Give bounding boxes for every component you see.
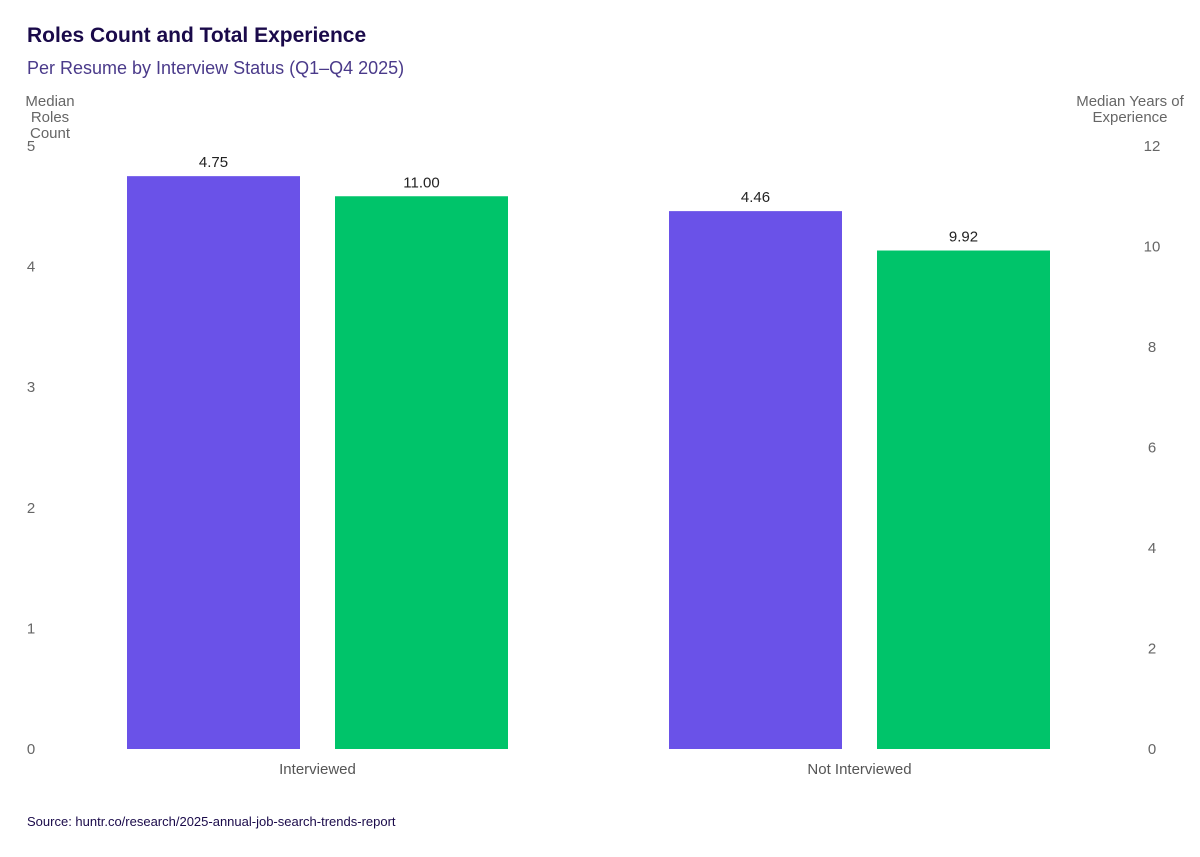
right-axis-tick-label: 8 <box>1148 339 1156 356</box>
bar-years-experience <box>335 196 508 749</box>
right-axis-tick-label: 4 <box>1148 540 1156 557</box>
left-axis-tick-label: 3 <box>27 379 35 396</box>
right-axis-title-line1: Median Years of <box>1076 93 1184 110</box>
left-axis-tick-label: 0 <box>27 741 35 758</box>
left-axis-tick-label: 1 <box>27 620 35 637</box>
right-axis-tick-label: 10 <box>1144 239 1161 256</box>
left-axis-title-line1: Median <box>25 93 75 110</box>
chart-subtitle: Per Resume by Interview Status (Q1–Q4 20… <box>27 58 405 78</box>
bar-value-label: 9.92 <box>949 229 978 246</box>
left-axis-tick-label: 5 <box>27 138 35 155</box>
bar-roles-count <box>127 176 300 749</box>
right-axis-tick-label: 12 <box>1144 138 1161 155</box>
source-note: Source: huntr.co/research/2025-annual-jo… <box>27 814 396 829</box>
right-axis-tick-label: 6 <box>1148 440 1156 457</box>
x-axis-category-label: Interviewed <box>279 761 356 778</box>
right-axis-title: Median Years of Experience <box>1070 94 1190 126</box>
bar-years-experience <box>877 250 1050 749</box>
chart-title: Roles Count and Total Experience <box>27 24 367 47</box>
right-axis-title-line2: Experience <box>1092 109 1168 126</box>
right-axis-tick-label: 0 <box>1148 741 1156 758</box>
bar-roles-count <box>669 211 842 749</box>
bar-value-label: 11.00 <box>403 174 439 191</box>
bar-value-label: 4.75 <box>199 154 228 171</box>
bar-value-label: 4.46 <box>741 189 770 206</box>
left-axis-title: Median Roles Count <box>10 94 90 142</box>
x-axis-category-label: Not Interviewed <box>807 761 911 778</box>
left-axis-title-line2: Roles Count <box>29 109 71 142</box>
left-axis-tick-label: 4 <box>27 259 35 276</box>
right-axis-tick-label: 2 <box>1148 641 1156 658</box>
left-axis-tick-label: 2 <box>27 500 35 517</box>
